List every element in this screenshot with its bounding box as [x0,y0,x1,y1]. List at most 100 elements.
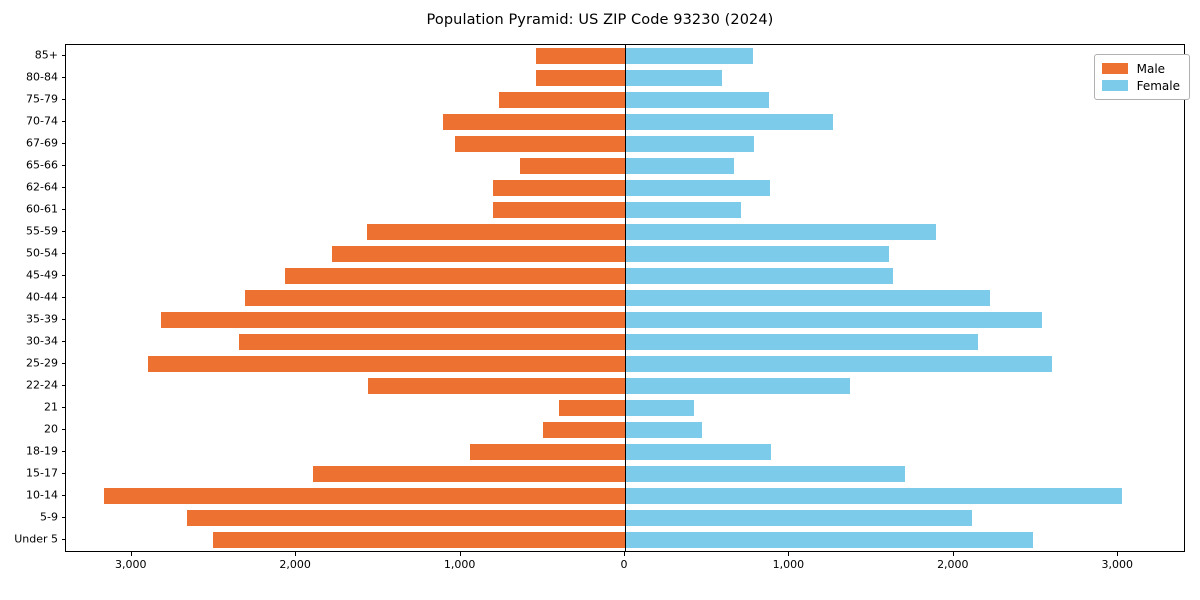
x-tick-mark [130,552,132,556]
bar-male-under-5 [213,532,625,548]
bar-male-70-74 [443,114,625,130]
y-tick-label: 18-19 [26,444,58,458]
y-tick-mark [61,99,66,100]
y-tick-label: 70-74 [26,114,58,128]
bar-male-21 [559,400,625,416]
bar-female-18-19 [625,444,772,460]
y-tick-label: 22-24 [26,378,58,392]
x-tick-mark [788,552,790,556]
bar-female-30-34 [625,334,978,350]
legend-swatch-female [1101,80,1128,91]
chart-legend: Male Female [1093,54,1190,100]
bar-male-45-49 [285,268,625,284]
x-tick-mark [295,552,297,556]
pyramid-row [66,268,1184,284]
chart-title: Population Pyramid: US ZIP Code 93230 (2… [426,12,774,28]
pyramid-row [66,158,1184,174]
bar-male-18-19 [470,444,625,460]
bar-male-10-14 [103,488,625,504]
pyramid-row [66,92,1184,108]
y-tick-mark [61,363,66,364]
y-tick-mark [61,473,66,474]
pyramid-row [66,532,1184,548]
y-tick-label: 35-39 [26,312,58,326]
bar-female-50-54 [625,246,889,262]
bar-female-22-24 [625,378,851,394]
x-tick-label: 1,000 [443,558,476,571]
center-zero-axis [625,45,626,551]
bar-female-60-61 [625,202,741,218]
y-tick-label: 30-34 [26,334,58,348]
x-tick-mark [1117,552,1119,556]
y-tick-mark [61,451,66,452]
bar-male-65-66 [519,158,625,174]
legend-label: Male [1136,61,1166,76]
y-tick-label: 55-59 [26,224,58,238]
x-tick-label: 3,000 [115,558,147,571]
bar-male-15-17 [312,466,625,482]
y-tick-label: 67-69 [26,136,58,150]
bar-female-21 [625,400,695,416]
bar-female-75-79 [625,92,769,108]
bar-female-35-39 [625,312,1042,328]
y-tick-label: 85+ [34,48,58,62]
bar-female-40-44 [625,290,990,306]
bar-male-75-79 [499,92,625,108]
pyramid-row [66,290,1184,306]
y-tick-label: 50-54 [26,246,58,260]
bar-male-67-69 [454,136,625,152]
bar-female-62-64 [625,180,770,196]
bar-female-15-17 [625,466,905,482]
bar-female-80-84 [625,70,722,86]
y-tick-mark [61,341,66,342]
bar-male-80-84 [536,70,625,86]
pyramid-row [66,400,1184,416]
bar-male-5-9 [186,510,625,526]
y-tick-label: 25-29 [26,356,58,370]
x-tick-label: 3,000 [1101,558,1133,571]
bar-female-10-14 [625,488,1123,504]
pyramid-row [66,378,1184,394]
x-tick-mark [952,552,954,556]
y-tick-mark [61,77,66,78]
plot-area [65,44,1185,552]
y-tick-label: 65-66 [26,158,58,172]
y-tick-label: 75-79 [26,92,58,106]
pyramid-row [66,422,1184,438]
pyramid-row [66,356,1184,372]
y-tick-mark [61,495,66,496]
y-tick-mark [61,165,66,166]
pyramid-row [66,70,1184,86]
pyramid-row [66,444,1184,460]
y-tick-mark [61,231,66,232]
bar-male-85- [536,48,625,64]
bar-female-85- [625,48,754,64]
bar-male-40-44 [245,290,625,306]
y-tick-label: 80-84 [26,70,58,84]
pyramid-row [66,510,1184,526]
bar-female-5-9 [625,510,972,526]
y-tick-label: 40-44 [26,290,58,304]
pyramid-row [66,334,1184,350]
bar-male-60-61 [493,202,625,218]
y-tick-label: 10-14 [26,488,58,502]
legend-label: Female [1136,78,1180,93]
y-tick-mark [61,253,66,254]
legend-swatch-male [1101,63,1128,74]
pyramid-row [66,202,1184,218]
y-tick-mark [61,275,66,276]
bar-female-55-59 [625,224,936,240]
pyramid-row [66,114,1184,130]
pyramid-row [66,246,1184,262]
bar-female-25-29 [625,356,1052,372]
bar-male-30-34 [238,334,625,350]
bar-female-70-74 [625,114,833,130]
y-tick-mark [61,55,66,56]
y-tick-mark [61,517,66,518]
y-tick-mark [61,385,66,386]
y-tick-mark [61,297,66,298]
y-tick-mark [61,429,66,430]
x-tick-label: 0 [620,558,628,571]
y-tick-label: 21 [44,400,58,414]
